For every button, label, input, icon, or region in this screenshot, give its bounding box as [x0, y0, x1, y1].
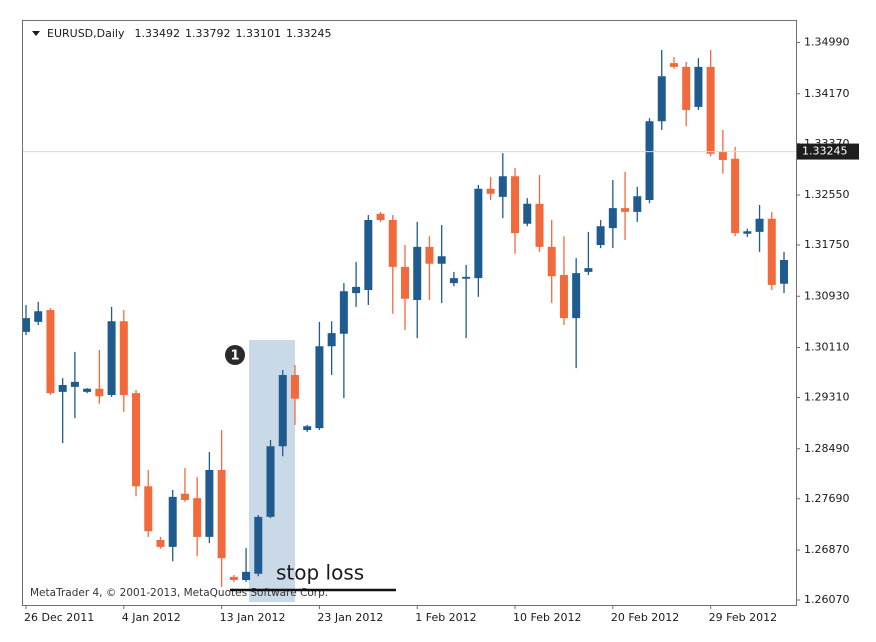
candle-body	[572, 273, 581, 319]
y-tick-label: 1.28490	[804, 442, 850, 455]
candle-body	[119, 321, 128, 395]
x-tick-label: 29 Feb 2012	[709, 611, 777, 624]
y-tick-label: 1.32550	[804, 188, 850, 201]
info-value: 1.33101	[235, 27, 281, 40]
candle-body	[462, 276, 471, 279]
candle-body	[425, 246, 434, 264]
candle-body	[376, 213, 385, 220]
candle-body	[633, 196, 642, 212]
x-tick-label: 13 Jan 2012	[220, 611, 286, 624]
candle-body	[755, 218, 764, 232]
candle-body	[364, 220, 373, 290]
candle-body	[657, 76, 666, 122]
candle-body	[388, 220, 397, 267]
candle-body	[767, 218, 776, 285]
candle-body	[278, 375, 287, 447]
candle-body	[449, 278, 458, 284]
info-value: 1.33245	[286, 27, 332, 40]
candle-body	[498, 176, 507, 197]
marker-label: 1	[230, 349, 239, 364]
candle-body	[144, 486, 153, 532]
candle-body	[290, 375, 299, 399]
candle-body	[694, 66, 703, 107]
marker-circle	[225, 345, 245, 365]
plot-frame	[22, 20, 797, 606]
candle-body	[669, 63, 678, 67]
candle-body	[523, 203, 532, 224]
candle-body	[217, 470, 226, 559]
y-tick-label: 1.31750	[804, 238, 850, 251]
candle-body	[327, 333, 336, 347]
candle-body	[193, 498, 202, 537]
candle-body	[559, 275, 568, 319]
candle-body	[83, 388, 92, 392]
y-tick-label: 1.26070	[804, 593, 850, 606]
candle-body	[168, 496, 177, 547]
candle-body	[95, 388, 104, 397]
y-tick-label: 1.27690	[804, 492, 850, 505]
candle-body	[180, 493, 189, 500]
candle-body	[229, 576, 238, 580]
candle-body	[46, 310, 55, 394]
last-price-label: 1.33245	[802, 145, 848, 158]
candle-body	[718, 151, 727, 160]
candle-body	[731, 158, 740, 234]
candle-body	[645, 121, 654, 200]
last-price-box	[797, 143, 859, 160]
candle-body	[34, 311, 43, 322]
dropdown-arrow	[32, 31, 40, 36]
plot-layer: 1.349901.341701.333701.325501.317501.309…	[22, 36, 850, 624]
candle-body	[242, 571, 251, 580]
candle-body	[706, 66, 715, 154]
annotation-layer: EURUSD,Daily MetaTrader 4, © 2001-2013, …	[22, 20, 859, 606]
candle-body	[132, 393, 141, 487]
x-tick-label: 23 Jan 2012	[317, 611, 383, 624]
y-tick-label: 1.26870	[804, 543, 850, 556]
candle-body	[413, 246, 422, 300]
candle-body	[254, 516, 263, 574]
candle-body	[486, 188, 495, 194]
x-tick-label: 20 Feb 2012	[611, 611, 679, 624]
y-tick-label: 1.34990	[804, 36, 850, 49]
stop-loss-label: stop loss	[276, 561, 364, 585]
candle-body	[70, 381, 79, 387]
candle-body	[682, 66, 691, 110]
chart-title: EURUSD,Daily	[47, 27, 125, 40]
candle-body	[547, 246, 556, 277]
y-tick-label: 1.30930	[804, 289, 850, 302]
candle-body	[437, 256, 446, 264]
x-tick-label: 10 Feb 2012	[513, 611, 581, 624]
candle-body	[535, 203, 544, 247]
candle-body	[780, 260, 788, 284]
candle-body	[511, 176, 520, 234]
candle-body	[608, 208, 617, 229]
y-tick-label: 1.29310	[804, 391, 850, 404]
candle-body	[401, 266, 409, 299]
y-tick-label: 1.30110	[804, 341, 850, 354]
candle-body	[266, 446, 275, 517]
candle-body	[107, 321, 116, 395]
y-tick-label: 1.34170	[804, 87, 850, 100]
candle-body	[743, 231, 752, 234]
x-tick-label: 26 Dec 2011	[24, 611, 94, 624]
candle-body	[596, 226, 605, 245]
candle-body	[621, 208, 630, 212]
candle-body	[474, 188, 483, 279]
info-value: 1.33492	[134, 27, 180, 40]
x-tick-label: 1 Feb 2012	[415, 611, 476, 624]
candle-body	[156, 540, 165, 547]
candle-body	[315, 346, 324, 429]
candle-body	[584, 268, 593, 272]
candle-body	[303, 426, 312, 430]
candle-body	[352, 286, 361, 294]
candle-body	[22, 318, 30, 332]
info-value: 1.33792	[185, 27, 231, 40]
candle-body	[58, 385, 67, 392]
candle-body	[339, 291, 348, 334]
x-tick-label: 4 Jan 2012	[122, 611, 181, 624]
candle-body	[205, 470, 214, 537]
